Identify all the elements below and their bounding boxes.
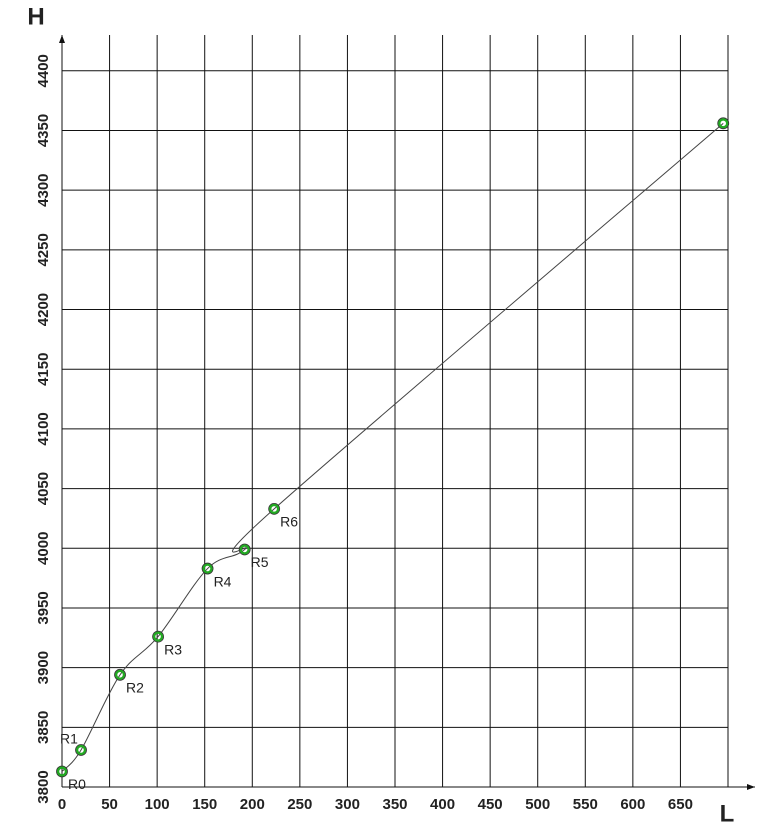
point-label: R5 bbox=[251, 554, 269, 570]
line bbox=[61, 122, 724, 772]
y-tick-label: 4200 bbox=[35, 293, 52, 326]
x-tick-label: 350 bbox=[382, 796, 407, 813]
x-tick-label: 200 bbox=[240, 796, 265, 813]
x-tick-label: 550 bbox=[573, 796, 598, 813]
point bbox=[56, 766, 68, 777]
y-tick-label: 3850 bbox=[35, 711, 52, 744]
point-label: R3 bbox=[164, 641, 182, 657]
y-tick-label: 4050 bbox=[35, 472, 52, 505]
x-tick-label: 600 bbox=[620, 796, 645, 813]
y-tick-label: 4000 bbox=[35, 532, 52, 565]
point-label: R1 bbox=[60, 731, 78, 747]
x-tick-label: 50 bbox=[101, 796, 118, 813]
point-ring bbox=[56, 765, 68, 778]
x-tick-label: 500 bbox=[525, 796, 550, 813]
axis-arrow bbox=[747, 784, 755, 790]
x-axis-label: L bbox=[720, 800, 735, 827]
point-ring bbox=[75, 744, 87, 756]
point bbox=[202, 563, 213, 574]
y-tick-label: 3950 bbox=[35, 591, 52, 624]
y-tick-label: 4300 bbox=[35, 173, 52, 206]
point bbox=[239, 544, 250, 555]
x-tick-label: 250 bbox=[287, 796, 312, 813]
y-tick-label: 4250 bbox=[35, 233, 52, 266]
axis-arrow bbox=[59, 35, 65, 43]
x-tick-label: 300 bbox=[335, 796, 360, 813]
point-ring bbox=[268, 502, 281, 515]
point-ring bbox=[717, 117, 730, 130]
point-ring bbox=[152, 630, 164, 643]
y-tick-label: 4350 bbox=[35, 114, 52, 147]
point bbox=[152, 631, 164, 642]
x-tick-label: 450 bbox=[478, 796, 503, 813]
point-ring bbox=[201, 562, 214, 575]
point-ring bbox=[114, 668, 126, 681]
point bbox=[268, 503, 280, 515]
x-tick-label: 0 bbox=[58, 796, 66, 813]
y-tick-label: 4400 bbox=[35, 54, 52, 87]
point bbox=[114, 669, 126, 681]
point-label: R4 bbox=[214, 573, 232, 589]
x-tick-label: 400 bbox=[430, 796, 455, 813]
point-label: R0 bbox=[68, 776, 86, 792]
x-tick-label: 100 bbox=[145, 796, 170, 813]
point-label: R2 bbox=[126, 679, 144, 695]
y-tick-label: 4150 bbox=[35, 353, 52, 386]
y-tick-label: 3800 bbox=[35, 770, 52, 803]
y-tick-label: 4100 bbox=[35, 412, 52, 445]
x-tick-label: 650 bbox=[668, 796, 693, 813]
y-axis-label: H bbox=[27, 3, 44, 30]
point bbox=[75, 744, 87, 756]
point bbox=[717, 118, 729, 129]
point-ring bbox=[238, 543, 251, 556]
x-tick-label: 150 bbox=[192, 796, 217, 813]
point-label: R6 bbox=[280, 514, 298, 530]
y-tick-label: 3900 bbox=[35, 651, 52, 684]
